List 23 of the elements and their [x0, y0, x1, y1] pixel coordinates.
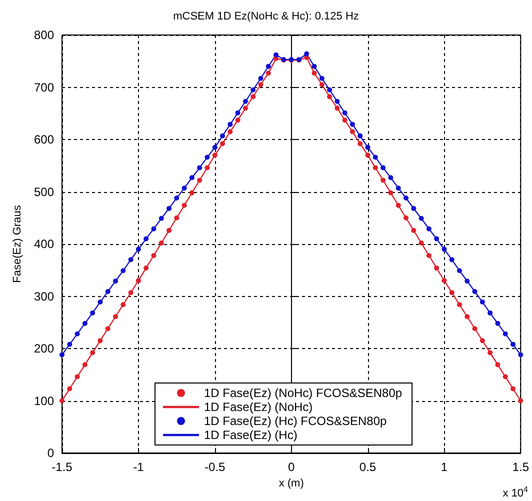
y-tick-label: 100: [34, 394, 54, 408]
y-tick-label: 800: [34, 28, 54, 42]
y-tick-label: 0: [47, 446, 54, 460]
legend-label: 1D Fase(Ez) (NoHc): [204, 400, 313, 414]
x-tick-label: -1.5: [52, 460, 73, 474]
x-tick-label: 0.5: [359, 460, 376, 474]
x-tick-label: 1: [440, 460, 448, 474]
legend-label: 1D Fase(Ez) (Hc): [204, 428, 298, 442]
y-tick-label: 700: [34, 80, 54, 94]
y-tick-label: 400: [34, 237, 54, 251]
legend-label: 1D Fase(Ez) (Hc) FCOS&SEN80p: [204, 414, 388, 428]
x-tick-label: -1: [133, 460, 144, 474]
y-tick-label: 600: [34, 132, 54, 146]
y-tick-label: 500: [34, 184, 54, 199]
legend-label: 1D Fase(Ez) (NoHc) FCOS&SEN80p: [204, 386, 402, 400]
x-tick-label: 0: [288, 460, 295, 474]
y-tick-label: 300: [34, 289, 54, 304]
chart-title: mCSEM 1D Ez(NoHc & Hc): 0.125 Hz: [173, 10, 359, 22]
x-axis-title: x (m): [278, 477, 304, 490]
x-tick-label: -0.5: [204, 460, 226, 474]
y-axis-title: Fase(Ez) Graus: [12, 204, 24, 283]
x-tick-label: 1.5: [512, 460, 530, 474]
y-tick-label: 200: [34, 342, 54, 356]
